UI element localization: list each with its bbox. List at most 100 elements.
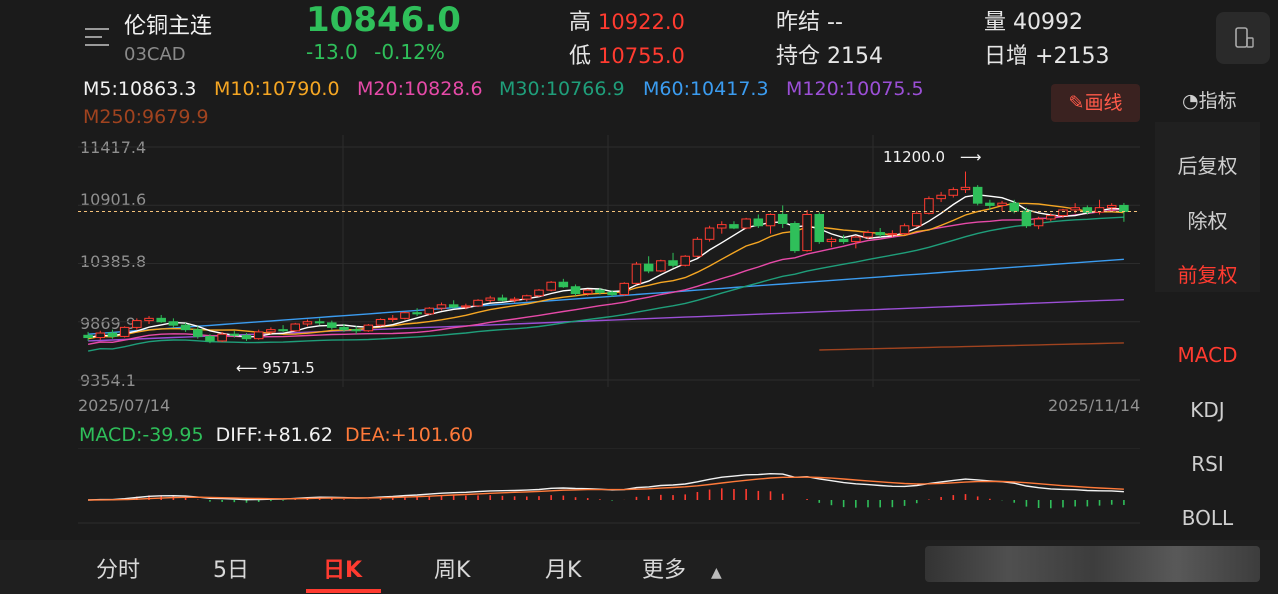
candle: [144, 317, 154, 322]
macd-legend: MACD:-39.95 DIFF:+81.62 DEA:+101.60: [79, 424, 473, 446]
indicator-settings-button[interactable]: ◔指标: [1182, 86, 1237, 113]
indicator-macd[interactable]: MACD: [1177, 343, 1238, 367]
candle: [387, 317, 398, 320]
m5-line: [87, 194, 1124, 339]
instrument-title: 伦铜主连: [124, 14, 213, 39]
tab-monthly-k[interactable]: 月K: [545, 558, 582, 583]
candle: [863, 232, 873, 238]
candle: [436, 304, 447, 309]
candle: [631, 263, 642, 284]
m120-line: [88, 299, 1124, 342]
low-label: 低: [569, 44, 592, 69]
candle: [217, 333, 227, 342]
candle: [314, 321, 325, 324]
candle: [193, 329, 203, 337]
prev-settle-value: --: [827, 10, 843, 35]
candle: [911, 212, 922, 227]
tab-more[interactable]: 更多 ▲: [642, 552, 722, 584]
candle: [351, 329, 361, 332]
volume-value: 40992: [1013, 10, 1084, 35]
low-stat: 低 10755.0: [569, 38, 685, 70]
candle: [851, 236, 861, 243]
macd-chart[interactable]: [78, 448, 1140, 524]
m20-line: [87, 208, 1124, 345]
candle: [656, 260, 666, 272]
candle: [448, 304, 459, 308]
candle: [741, 218, 751, 229]
indicator-rsi[interactable]: RSI: [1191, 452, 1224, 476]
ma20-legend: M20:10828.6: [357, 78, 483, 100]
high-annotation-value: 11200.0: [883, 148, 946, 166]
y-tick: 10385.8: [80, 252, 147, 271]
candle: [985, 202, 995, 206]
candle: [1106, 204, 1117, 209]
dea-value: DEA:+101.60: [345, 424, 474, 446]
candle: [302, 321, 313, 325]
low-annotation: ⟵ 9571.5: [236, 359, 315, 377]
phone-rotate-icon: [1235, 27, 1254, 48]
candle: [924, 198, 934, 214]
candle: [826, 238, 837, 243]
candle: [607, 291, 617, 296]
candle: [522, 295, 532, 300]
candle: [534, 289, 544, 297]
ma60-legend: M60:10417.3: [643, 78, 769, 100]
indicator-boll[interactable]: BOLL: [1181, 506, 1234, 528]
candle: [814, 213, 825, 243]
open-interest-label: 持仓: [776, 44, 821, 69]
candle: [1046, 215, 1056, 220]
candle: [119, 326, 130, 337]
candle: [229, 333, 240, 336]
indicator-kdj[interactable]: KDJ: [1190, 398, 1225, 422]
gauge-icon: ◔: [1182, 90, 1199, 112]
candle: [802, 213, 812, 252]
draw-line-button[interactable]: ✎画线: [1051, 84, 1140, 122]
candle: [241, 334, 252, 340]
price-change: -13.0 -0.12%: [306, 40, 445, 64]
candle: [278, 329, 288, 332]
candle: [205, 335, 215, 342]
candle: [156, 317, 166, 323]
adjust-pre[interactable]: 前复权: [1177, 263, 1238, 287]
ma250-legend: M250:9679.9: [83, 106, 209, 128]
volume-stat: 量 40992: [984, 4, 1083, 36]
change-value: -13.0: [306, 40, 358, 64]
adjust-ex-rights[interactable]: 除权: [1187, 209, 1228, 233]
candle: [546, 281, 556, 291]
candle: [936, 194, 946, 200]
tab-weekly-k[interactable]: 周K: [434, 558, 471, 583]
y-tick: 10901.6: [80, 190, 147, 209]
adjust-panel: [1155, 122, 1260, 292]
low-value: 10755.0: [598, 44, 685, 68]
daily-increase-label: 日增: [984, 44, 1029, 69]
candle: [168, 321, 179, 326]
high-value: 10922.0: [598, 10, 685, 34]
tab-5day[interactable]: 5日: [213, 558, 249, 583]
diff-line: [88, 472, 1124, 501]
high-annotation: 11200.0 ⟶: [883, 148, 981, 166]
candle: [290, 323, 301, 332]
menu-icon[interactable]: [84, 26, 110, 48]
instrument-code: 03CAD: [124, 44, 186, 65]
candle: [1082, 207, 1093, 213]
candle: [582, 289, 593, 295]
tab-intraday[interactable]: 分时: [96, 558, 141, 583]
high-label: 高: [569, 10, 592, 35]
tab-daily-k[interactable]: 日K: [323, 558, 363, 583]
draw-line-label: 画线: [1084, 92, 1123, 114]
ma30-legend: M30:10766.9: [499, 78, 625, 100]
last-price: 10846.0: [306, 0, 461, 40]
candle: [424, 307, 435, 315]
candle: [497, 297, 508, 301]
tab-more-label: 更多: [642, 558, 687, 583]
diff-value: DIFF:+81.62: [215, 424, 333, 446]
candle: [704, 227, 715, 240]
candle: [972, 186, 983, 204]
candle: [595, 289, 605, 293]
candlestick-chart[interactable]: [78, 135, 1140, 387]
open-interest-value: 2154: [827, 44, 884, 69]
candle: [266, 329, 276, 333]
adjust-post[interactable]: 后复权: [1177, 154, 1238, 178]
landscape-switch-button[interactable]: [1216, 12, 1270, 64]
candle: [668, 260, 678, 266]
